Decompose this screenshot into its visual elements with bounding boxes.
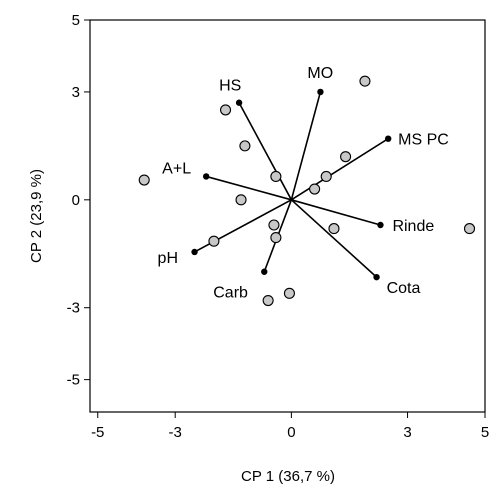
- y-tick-label: -3: [67, 300, 80, 317]
- vector-tip-ph: [191, 248, 198, 256]
- vector-line-cota: [290, 199, 378, 278]
- vector-label-ph: pH: [158, 250, 178, 267]
- vector-tip-cota: [373, 273, 380, 281]
- x-axis-title: CP 1 (36,7 %): [241, 468, 335, 485]
- score-point: [268, 219, 280, 231]
- x-tick-label: -3: [169, 424, 182, 441]
- vector-label-mo: MO: [307, 65, 333, 82]
- vector-label-carb: Carb: [213, 285, 248, 302]
- score-point: [328, 223, 340, 235]
- vector-label-rinde: Rinde: [392, 218, 434, 235]
- vector-tip-ms-pc: [384, 135, 392, 142]
- plot-frame: [89, 19, 486, 413]
- score-point: [283, 287, 295, 299]
- score-point: [138, 174, 150, 186]
- score-point: [270, 170, 282, 182]
- score-point: [340, 151, 352, 163]
- vector-tip-hs: [235, 99, 243, 106]
- score-point: [239, 140, 251, 152]
- x-tick-label: 0: [287, 424, 295, 441]
- vector-line-hs: [238, 102, 293, 201]
- vector-line-a-l: [205, 175, 292, 201]
- vector-tip-a-l: [202, 173, 210, 180]
- vector-line-mo: [290, 91, 322, 201]
- score-point: [219, 104, 232, 116]
- vector-line-ms-pc: [290, 138, 389, 201]
- vector-label-cota: Cota: [387, 280, 421, 297]
- loading-vectors: MO HS MS PC A+L Rinde pH Carb Cota: [158, 65, 449, 302]
- vector-label-ms-pc: MS PC: [398, 132, 449, 149]
- y-tick-label: 3: [72, 84, 80, 101]
- vector-tip-rinde: [377, 221, 384, 229]
- score-point: [208, 235, 220, 247]
- y-tick-label: 5: [72, 12, 80, 29]
- score-point: [309, 183, 321, 195]
- y-tick-label: -5: [67, 372, 80, 389]
- x-tick-label: 5: [481, 424, 489, 441]
- x-tick-label: -5: [91, 424, 104, 441]
- x-axis-ticks: -5 -3 0 3 5: [91, 412, 489, 441]
- x-tick-label: 3: [403, 424, 411, 441]
- score-point: [262, 294, 274, 307]
- score-point: [270, 232, 282, 244]
- y-axis-ticks: 5 3 0 -3 -5: [67, 12, 90, 389]
- vector-tip-carb: [261, 268, 268, 275]
- score-point: [320, 170, 332, 182]
- score-points: [138, 75, 476, 307]
- vector-line-rinde: [291, 199, 381, 226]
- score-point: [359, 75, 371, 87]
- vector-label-hs: HS: [219, 78, 241, 95]
- score-point: [463, 223, 476, 235]
- vector-label-a-l: A+L: [162, 160, 191, 177]
- y-axis-title: CP 2 (23,9 %): [28, 169, 45, 263]
- vector-tip-mo: [317, 88, 324, 96]
- score-point: [235, 194, 247, 206]
- y-tick-label: 0: [72, 192, 80, 209]
